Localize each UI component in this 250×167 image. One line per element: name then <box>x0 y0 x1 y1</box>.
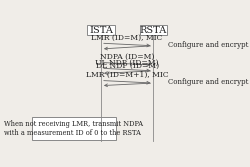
Text: UL NDP (ID=M): UL NDP (ID=M) <box>96 59 159 67</box>
Text: RSTA: RSTA <box>140 26 167 35</box>
Text: Configure and encrypt LMR (ID=M+1): Configure and encrypt LMR (ID=M+1) <box>168 78 250 86</box>
Text: DL NDP (ID=M): DL NDP (ID=M) <box>96 62 159 69</box>
Text: NDPA (ID=M): NDPA (ID=M) <box>100 53 154 61</box>
FancyBboxPatch shape <box>140 25 167 35</box>
FancyBboxPatch shape <box>32 117 116 140</box>
Text: LMR (ID=M+1), MIC: LMR (ID=M+1), MIC <box>86 71 168 79</box>
Text: ISTA: ISTA <box>89 26 113 35</box>
Text: Configure and encrypt LMR (ID=M): Configure and encrypt LMR (ID=M) <box>168 41 250 49</box>
Text: LMR (ID=M), MIC: LMR (ID=M), MIC <box>92 34 163 42</box>
FancyBboxPatch shape <box>88 25 115 35</box>
Text: When not receiving LMR, transmit NDPA
with a measurement ID of 0 to the RSTA: When not receiving LMR, transmit NDPA wi… <box>4 120 143 137</box>
